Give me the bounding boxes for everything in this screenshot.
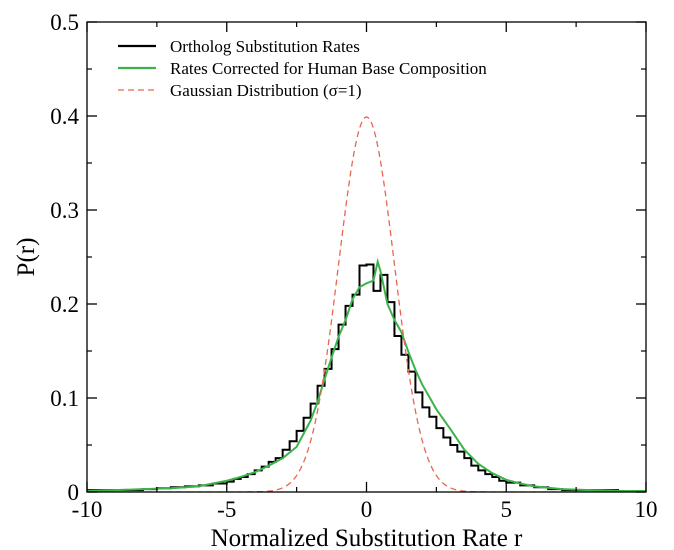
y-tick-label: 0.1 <box>50 386 79 411</box>
y-tick-label: 0.2 <box>50 292 79 317</box>
legend: Ortholog Substitution Rates Rates Correct… <box>118 37 487 100</box>
series-layer <box>87 116 646 492</box>
y-tick-label: 0.3 <box>50 198 79 223</box>
series-line-ortholog-substitution-rates <box>87 263 646 492</box>
x-axis: -10 -5 0 5 10 <box>72 22 658 522</box>
legend-label: Gaussian Distribution (σ=1) <box>170 81 362 100</box>
y-axis-label: P(r) <box>13 238 40 277</box>
series-line-gaussian-distribution-1 <box>87 116 646 492</box>
y-axis: 0 0.1 0.2 0.3 0.4 0.5 <box>50 10 646 505</box>
x-tick-label: 0 <box>361 497 373 522</box>
legend-label: Rates Corrected for Human Base Compositi… <box>170 59 487 78</box>
x-axis-label: Normalized Substitution Rate r <box>211 525 523 550</box>
legend-label: Ortholog Substitution Rates <box>170 37 360 56</box>
y-tick-label: 0.4 <box>50 104 79 129</box>
x-tick-label: 5 <box>501 497 513 522</box>
x-tick-label: -5 <box>217 497 236 522</box>
y-tick-label: 0.5 <box>50 10 79 35</box>
x-tick-label: 10 <box>635 497 658 522</box>
y-tick-label: 0 <box>68 480 80 505</box>
series-line-rates-corrected-for-human-base-composition <box>87 257 646 492</box>
x-tick-label: -10 <box>72 497 103 522</box>
